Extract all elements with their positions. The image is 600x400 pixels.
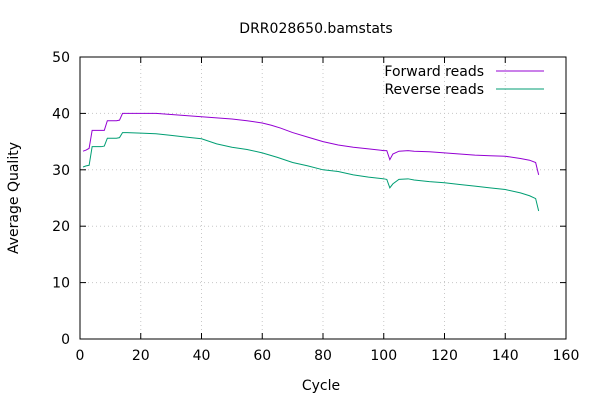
- x-tick-label: 140: [492, 348, 519, 364]
- x-tick-label: 20: [132, 348, 150, 364]
- x-tick-label: 100: [370, 348, 397, 364]
- y-tick-label: 50: [52, 50, 70, 66]
- legend-label-forward-reads: Forward reads: [384, 64, 484, 80]
- y-tick-label: 30: [52, 163, 70, 179]
- x-tick-label: 60: [253, 348, 271, 364]
- x-tick-label: 160: [553, 348, 580, 364]
- x-axis-label: Cycle: [302, 378, 340, 394]
- series-lines: [82, 112, 540, 212]
- grid-lines: [80, 57, 566, 339]
- series-line-forward-reads: [82, 112, 540, 175]
- y-tick-label: 0: [61, 332, 70, 348]
- y-tick-label: 10: [52, 276, 70, 292]
- legend-label-reverse-reads: Reverse reads: [384, 82, 484, 98]
- legend: Forward reads Reverse reads: [384, 64, 544, 98]
- axis-ticks: 0 20 40 60 80 100 120 140 160 0 10 20 30 40 50: [52, 50, 579, 364]
- x-tick-label: 40: [193, 348, 211, 364]
- y-axis-label: Average Quality: [6, 142, 22, 254]
- series-line-reverse-reads: [82, 132, 540, 212]
- y-tick-label: 20: [52, 219, 70, 235]
- x-tick-label: 80: [314, 348, 332, 364]
- plot-frame: [79, 56, 567, 340]
- x-tick-label: 0: [76, 348, 85, 364]
- x-tick-label: 120: [431, 348, 458, 364]
- y-tick-label: 40: [52, 106, 70, 122]
- chart-title: DRR028650.bamstats: [239, 21, 392, 37]
